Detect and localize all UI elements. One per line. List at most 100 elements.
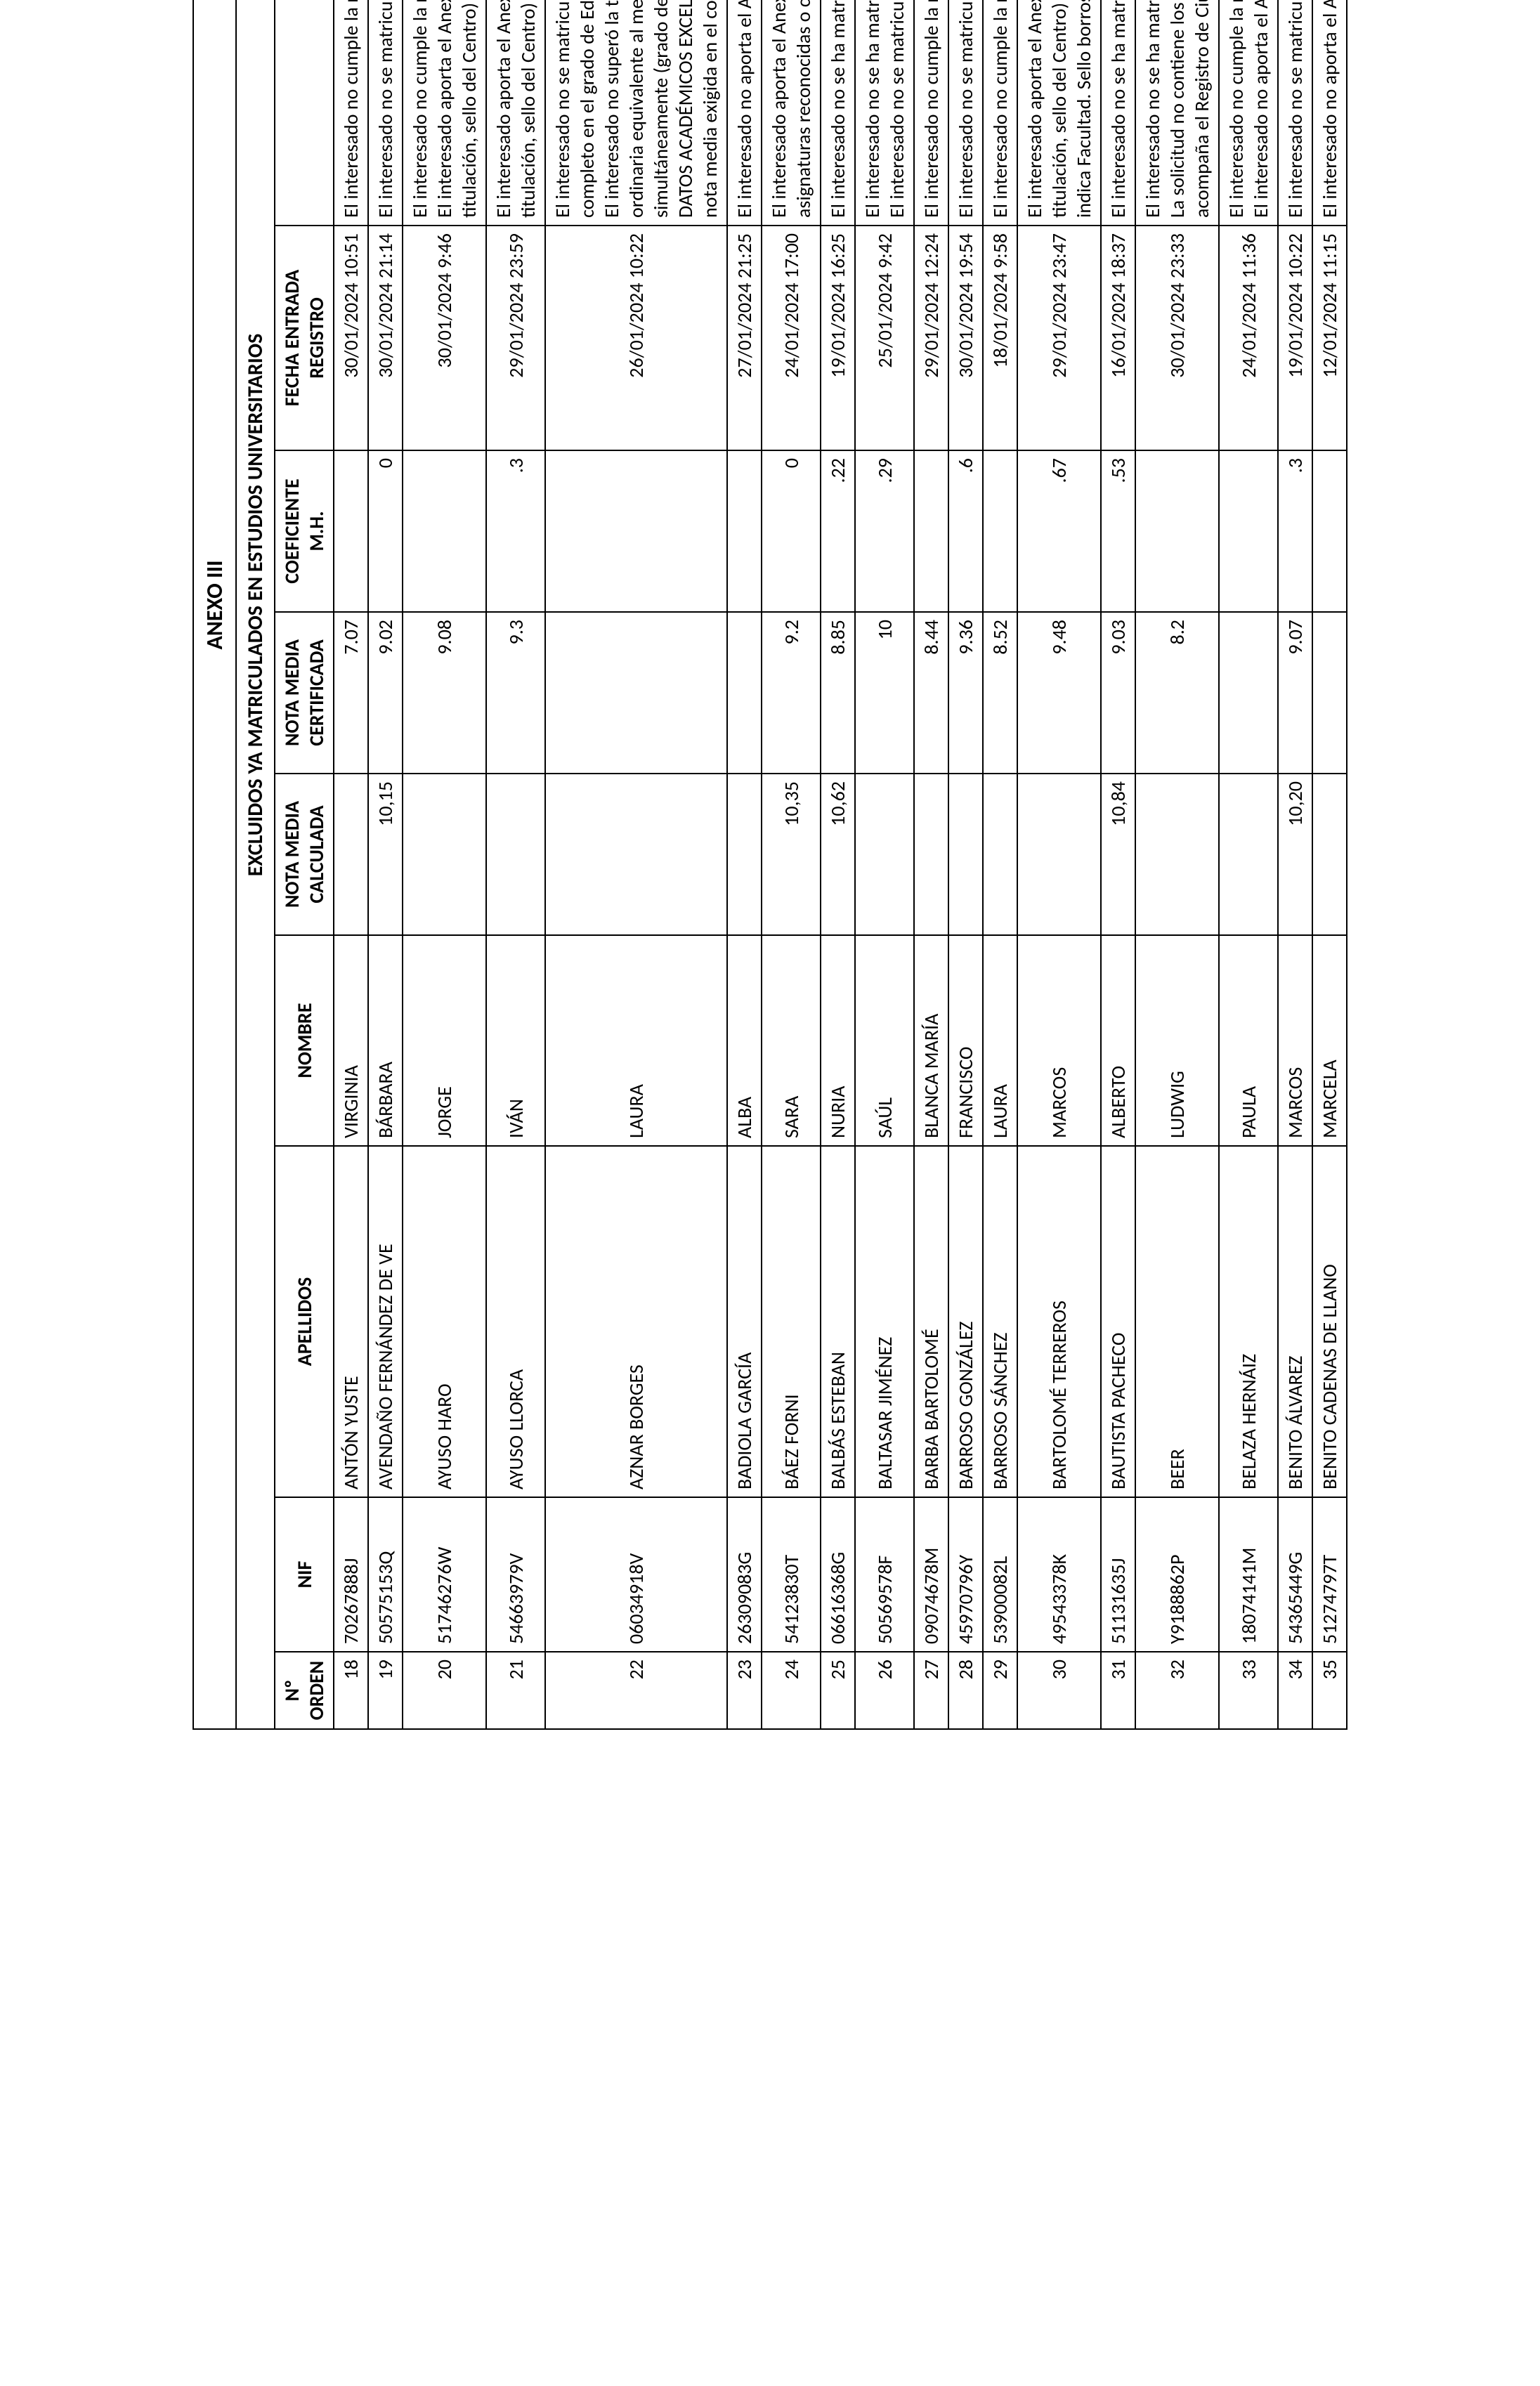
cell-orden: 29	[983, 1652, 1017, 1729]
cell-fecha: 19/01/2024 10:22	[1278, 226, 1312, 450]
cell-coef	[545, 450, 727, 612]
cell-nombre: JORGE	[403, 935, 486, 1146]
cell-orden: 18	[334, 1652, 368, 1729]
cell-cert	[727, 612, 762, 774]
cell-nif: 09074678M	[914, 1497, 948, 1652]
cell-nombre: SARA	[762, 935, 821, 1146]
cell-calc	[948, 774, 983, 935]
table-row: 2953900082LBARROSO SÁNCHEZLAURA8.5218/01…	[983, 0, 1017, 1729]
cell-calc: 10,35	[762, 774, 821, 935]
cell-causa: El interesado no cumple la nota media ex…	[914, 0, 948, 226]
cell-coef	[727, 450, 762, 612]
cell-coef	[1219, 450, 1278, 612]
exclusion-table: ANEXO III EXCLUIDOS YA MATRICULADOS EN E…	[192, 0, 1348, 1730]
cell-nombre: BLANCA MARÍA	[914, 935, 948, 1146]
cell-coef	[914, 450, 948, 612]
cell-apellidos: BELAZA HERNÁIZ	[1219, 1146, 1278, 1497]
cell-causa: El interesado no se ha matriculado de cu…	[821, 0, 855, 226]
cell-causa: El interesado no se ha matriculado de cu…	[1101, 0, 1135, 226]
cell-coef: .3	[486, 450, 545, 612]
cell-cert: 9.08	[403, 612, 486, 774]
cell-apellidos: BARTOLOMÉ TERREROS	[1017, 1146, 1101, 1497]
cell-orden: 21	[486, 1652, 545, 1729]
cell-nif: 53900082L	[983, 1497, 1017, 1652]
header-fecha: FECHA ENTRADA REGISTRO	[275, 226, 334, 450]
cell-apellidos: BARBA BARTOLOMÉ	[914, 1146, 948, 1497]
cell-fecha: 27/01/2024 21:25	[727, 226, 762, 450]
cell-nif: 54365449G	[1278, 1497, 1312, 1652]
title-subtitle: EXCLUIDOS YA MATRICULADOS EN ESTUDIOS UN…	[236, 0, 275, 1729]
cell-nombre: NURIA	[821, 935, 855, 1146]
cell-apellidos: ANTÓN YUSTE	[334, 1146, 368, 1497]
cell-nif: 51746276W	[403, 1497, 486, 1652]
table-row: 3151131635JBAUTISTA PACHECOALBERTO10,849…	[1101, 0, 1135, 1729]
cell-apellidos: BEER	[1135, 1146, 1219, 1497]
cell-causa: El interesado no cumple la nota media ex…	[334, 0, 368, 226]
cell-nombre: MARCOS	[1278, 935, 1312, 1146]
cell-cert: 10	[855, 612, 914, 774]
cell-nif: 06034918V	[545, 1497, 727, 1652]
cell-calc: 10,15	[368, 774, 403, 935]
header-cert: NOTA MEDIA CERTIFICADA	[275, 612, 334, 774]
cell-coef	[1312, 450, 1347, 612]
cell-fecha: 24/01/2024 17:00	[762, 226, 821, 450]
cell-calc: 10,84	[1101, 774, 1135, 935]
cell-orden: 32	[1135, 1652, 1219, 1729]
cell-nif: 26309083G	[727, 1497, 762, 1652]
cell-orden: 24	[762, 1652, 821, 1729]
cell-orden: 30	[1017, 1652, 1101, 1729]
cell-nombre: IVÁN	[486, 935, 545, 1146]
table-row: 2454123830TBÁEZ FORNISARA10,359.2024/01/…	[762, 0, 821, 1729]
cell-nif: 54663979V	[486, 1497, 545, 1652]
header-apellidos: APELLIDOS	[275, 1146, 334, 1497]
cell-causa: El interesado no cumple la nota media ex…	[983, 0, 1017, 226]
cell-cert	[545, 612, 727, 774]
cell-coef	[334, 450, 368, 612]
page-container: ANEXO III EXCLUIDOS YA MATRICULADOS EN E…	[192, 0, 1348, 1730]
cell-nombre: FRANCISCO	[948, 935, 983, 1146]
cell-causa: El interesado no se matriculó de curso c…	[948, 0, 983, 226]
cell-orden: 31	[1101, 1652, 1135, 1729]
cell-fecha: 29/01/2024 23:59	[486, 226, 545, 450]
table-row: 2154663979VAYUSO LLORCAIVÁN9.3.329/01/20…	[486, 0, 545, 1729]
cell-fecha: 16/01/2024 18:37	[1101, 226, 1135, 450]
cell-apellidos: AZNAR BORGES	[545, 1146, 727, 1497]
header-coef: COEFICIENTE M.H.	[275, 450, 334, 612]
cell-nif: 70267888J	[334, 1497, 368, 1652]
cell-nombre: ALBA	[727, 935, 762, 1146]
cell-orden: 26	[855, 1652, 914, 1729]
cell-fecha: 12/01/2024 11:15	[1312, 226, 1347, 450]
cell-nombre: ALBERTO	[1101, 935, 1135, 1146]
cell-calc: 10,62	[821, 774, 855, 935]
cell-coef: .22	[821, 450, 855, 612]
cell-causa: El interesado no aporta el Anexo II exig…	[1312, 0, 1347, 226]
table-row: 2051746276WAYUSO HAROJORGE9.0830/01/2024…	[403, 0, 486, 1729]
cell-coef: .53	[1101, 450, 1135, 612]
cell-apellidos: AYUSO HARO	[403, 1146, 486, 1497]
cell-nombre: VIRGINIA	[334, 935, 368, 1146]
cell-causa: El interesado no se ha matriculado de cu…	[1135, 0, 1219, 226]
cell-cert: 9.07	[1278, 612, 1312, 774]
cell-orden: 22	[545, 1652, 727, 1729]
cell-calc	[1312, 774, 1347, 935]
cell-coef	[1135, 450, 1219, 612]
cell-calc	[486, 774, 545, 935]
cell-apellidos: AYUSO LLORCA	[486, 1146, 545, 1497]
header-calc: NOTA MEDIA CALCULADA	[275, 774, 334, 935]
table-row: 3454365449GBENITO ÁLVAREZMARCOS10,209.07…	[1278, 0, 1312, 1729]
cell-nombre: PAULA	[1219, 935, 1278, 1146]
cell-calc	[1219, 774, 1278, 935]
cell-fecha: 30/01/2024 10:51	[334, 226, 368, 450]
cell-nif: 51131635J	[1101, 1497, 1135, 1652]
cell-causa: El interesado aporta el Anexo II pero es…	[1017, 0, 1101, 226]
cell-orden: 25	[821, 1652, 855, 1729]
cell-orden: 23	[727, 1652, 762, 1729]
cell-nif: Y9188862P	[1135, 1497, 1219, 1652]
title-anexo: ANEXO III	[193, 0, 236, 1729]
cell-fecha: 30/01/2024 9:46	[403, 226, 486, 450]
table-row: 3318074141MBELAZA HERNÁIZPAULA24/01/2024…	[1219, 0, 1278, 1729]
cell-orden: 35	[1312, 1652, 1347, 1729]
table-row: 32Y9188862PBEERLUDWIG8.230/01/2024 23:33…	[1135, 0, 1219, 1729]
header-nombre: NOMBRE	[275, 935, 334, 1146]
cell-calc	[914, 774, 948, 935]
